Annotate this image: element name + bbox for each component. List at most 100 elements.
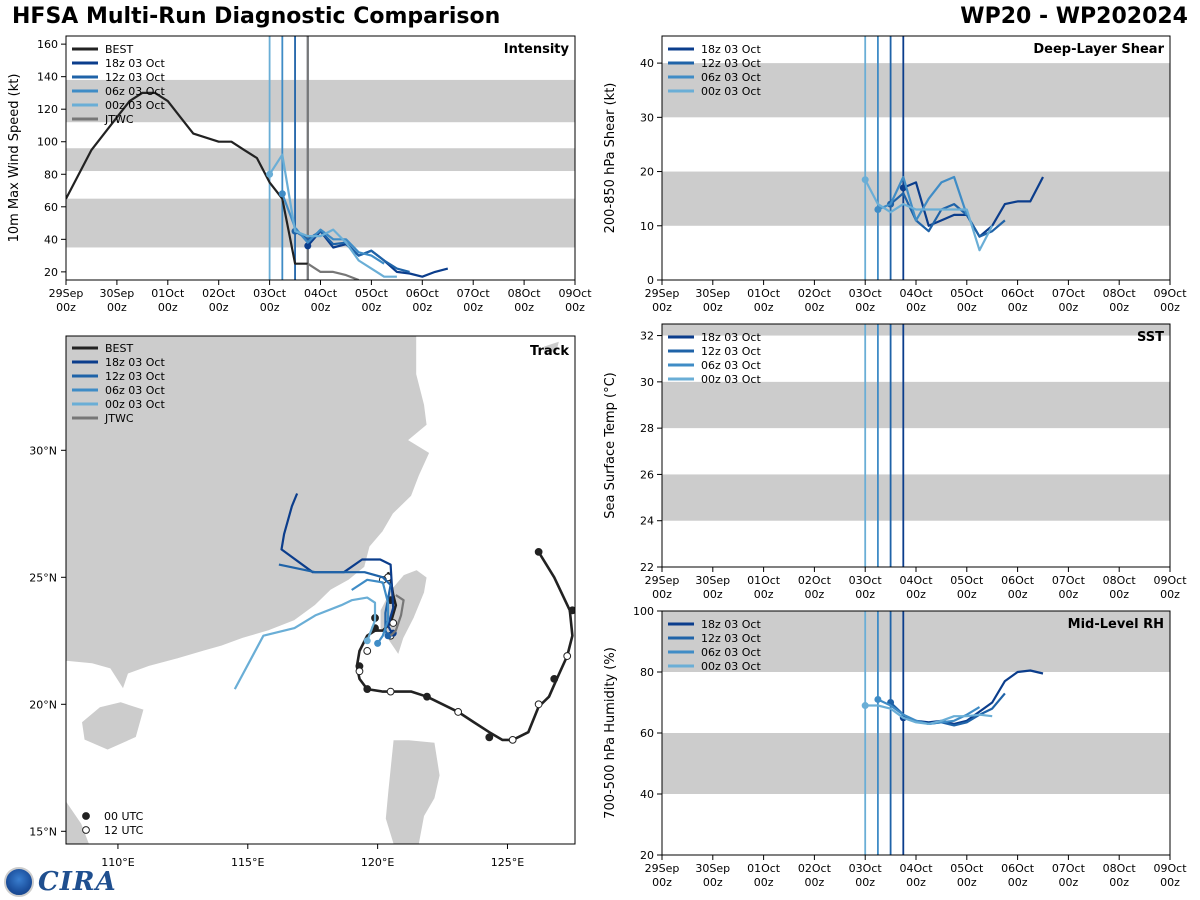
sst-xtick-hour: 00z [906, 588, 926, 601]
marker-legend-label-00-utc: 00 UTC [104, 810, 144, 823]
intensity-ytick-label: 140 [37, 71, 58, 84]
sst-xtick-date: 02Oct [798, 574, 832, 587]
intensity-xtick-hour: 00z [260, 301, 280, 314]
logo-text: CIRA [38, 867, 117, 897]
noaa-emblem-icon [4, 867, 34, 897]
sst-xtick-date: 08Oct [1103, 574, 1137, 587]
shear-ytick-label: 20 [640, 166, 654, 179]
sst-xtick-hour: 00z [703, 588, 723, 601]
rh-panel: 2040608010029Sep00z30Sep00z01Oct00z02Oct… [603, 605, 1187, 889]
shear-ytick-label: 0 [647, 274, 654, 287]
rh-legend-label-06z-03-oct: 06z 03 Oct [701, 646, 761, 659]
shear-xtick-hour: 00z [855, 301, 875, 314]
track-line-12z-03-oct [278, 563, 392, 637]
track-line-06z-03-oct [351, 578, 390, 644]
sst-legend-label-06z-03-oct: 06z 03 Oct [701, 359, 761, 372]
shear-xtick-hour: 00z [805, 301, 825, 314]
track-line-18z-03-oct [280, 493, 395, 634]
intensity-legend-label-18z-03-oct: 18z 03 Oct [105, 57, 165, 70]
intensity-xtick-date: 01Oct [151, 287, 185, 300]
shear-xtick-hour: 00z [1109, 301, 1129, 314]
rh-ytick-label: 60 [640, 727, 654, 740]
sst-ytick-label: 30 [640, 376, 654, 389]
intensity-legend-label-00z-03-oct: 00z 03 Oct [105, 99, 165, 112]
sst-xtick-hour: 00z [805, 588, 825, 601]
track-legend-label-18z-03-oct: 18z 03 Oct [105, 356, 165, 369]
intensity-legend-label-best: BEST [105, 43, 133, 56]
intensity-band-1 [66, 148, 575, 172]
rh-xtick-hour: 00z [754, 876, 774, 889]
intensity-xtick-date: 04Oct [304, 287, 338, 300]
shear-ytick-label: 40 [640, 57, 654, 70]
intensity-ytick-label: 60 [44, 201, 58, 214]
shear-xtick-date: 07Oct [1052, 287, 1086, 300]
rh-ytick-label: 80 [640, 666, 654, 679]
track-ytick-label: 25°N [29, 571, 57, 584]
shear-xtick-date: 03Oct [849, 287, 883, 300]
shear-xtick-hour: 00z [1059, 301, 1079, 314]
shear-start-point-00z-03-oct [861, 176, 869, 184]
sst-xtick-hour: 00z [1160, 588, 1180, 601]
shear-xtick-date: 09Oct [1153, 287, 1187, 300]
sst-ylabel: Sea Surface Temp (°C) [603, 372, 618, 519]
shear-xtick-date: 02Oct [798, 287, 832, 300]
rh-xtick-date: 01Oct [747, 862, 781, 875]
shear-legend-label-18z-03-oct: 18z 03 Oct [701, 43, 761, 56]
shear-xtick-date: 04Oct [899, 287, 933, 300]
shear-legend-label-06z-03-oct: 06z 03 Oct [701, 71, 761, 84]
sst-ytick-label: 22 [640, 561, 654, 574]
rh-xtick-date: 29Sep [645, 862, 680, 875]
best-track-12utc-marker [355, 667, 364, 676]
intensity-xtick-date: 09Oct [558, 287, 592, 300]
shear-xtick-date: 05Oct [950, 287, 984, 300]
sst-ytick-label: 32 [640, 330, 654, 343]
rh-start-point-00z-03-oct [861, 702, 869, 710]
sst-ytick-label: 26 [640, 468, 654, 481]
shear-xtick-date: 08Oct [1103, 287, 1137, 300]
intensity-xtick-hour: 00z [56, 301, 76, 314]
rh-ytick-label: 20 [640, 849, 654, 862]
intensity-legend-label-12z-03-oct: 12z 03 Oct [105, 71, 165, 84]
shear-xtick-hour: 00z [703, 301, 723, 314]
best-track-12utc-marker [508, 735, 517, 744]
best-track-12utc-marker [454, 708, 463, 716]
sst-xtick-date: 04Oct [899, 574, 933, 587]
shear-series-00z-03-oct [864, 179, 994, 252]
best-track-12utc-marker [534, 700, 543, 709]
rh-xtick-date: 06Oct [1001, 862, 1035, 875]
track-ytick-label: 15°N [29, 825, 57, 838]
shear-legend-label-12z-03-oct: 12z 03 Oct [701, 57, 761, 70]
sst-xtick-hour: 00z [1059, 588, 1079, 601]
sst-xtick-hour: 00z [957, 588, 977, 601]
sst-panel-title: SST [1137, 330, 1164, 345]
shear-start-point-06z-03-oct [874, 206, 882, 214]
best-track-00utc-marker [534, 548, 543, 556]
sst-xtick-hour: 00z [1109, 588, 1129, 601]
sst-xtick-date: 03Oct [849, 574, 883, 587]
track-line-00z-03-oct [233, 596, 377, 690]
sst-band-1 [662, 381, 1170, 429]
intensity-ytick-label: 100 [37, 136, 58, 149]
rh-legend-label-12z-03-oct: 12z 03 Oct [701, 632, 761, 645]
intensity-series-jtwc [307, 262, 360, 280]
track-legend-label-jtwc: JTWC [104, 412, 134, 425]
rh-ylabel: 700-500 hPa Humidity (%) [603, 647, 618, 819]
marker-legend-label-12-utc: 12 UTC [104, 824, 144, 837]
intensity-ytick-label: 20 [44, 266, 58, 279]
sst-xtick-date: 09Oct [1153, 574, 1187, 587]
best-track-12utc-marker [389, 619, 398, 627]
intensity-legend-label-06z-03-oct: 06z 03 Oct [105, 85, 165, 98]
intensity-xtick-hour: 00z [565, 301, 585, 314]
intensity-band-0 [66, 198, 575, 248]
shear-panel-title: Deep-Layer Shear [1033, 42, 1164, 57]
intensity-xtick-hour: 00z [107, 301, 127, 314]
rh-xtick-date: 07Oct [1052, 862, 1086, 875]
intensity-xtick-date: 06Oct [406, 287, 440, 300]
sst-ytick-label: 24 [640, 515, 654, 528]
best-track-00utc-marker [550, 675, 559, 683]
sst-xtick-date: 05Oct [950, 574, 984, 587]
intensity-start-point-00z-03-oct [266, 170, 274, 178]
best-track-00utc-marker [485, 733, 494, 742]
shear-xtick-hour: 00z [957, 301, 977, 314]
rh-xtick-date: 08Oct [1103, 862, 1137, 875]
